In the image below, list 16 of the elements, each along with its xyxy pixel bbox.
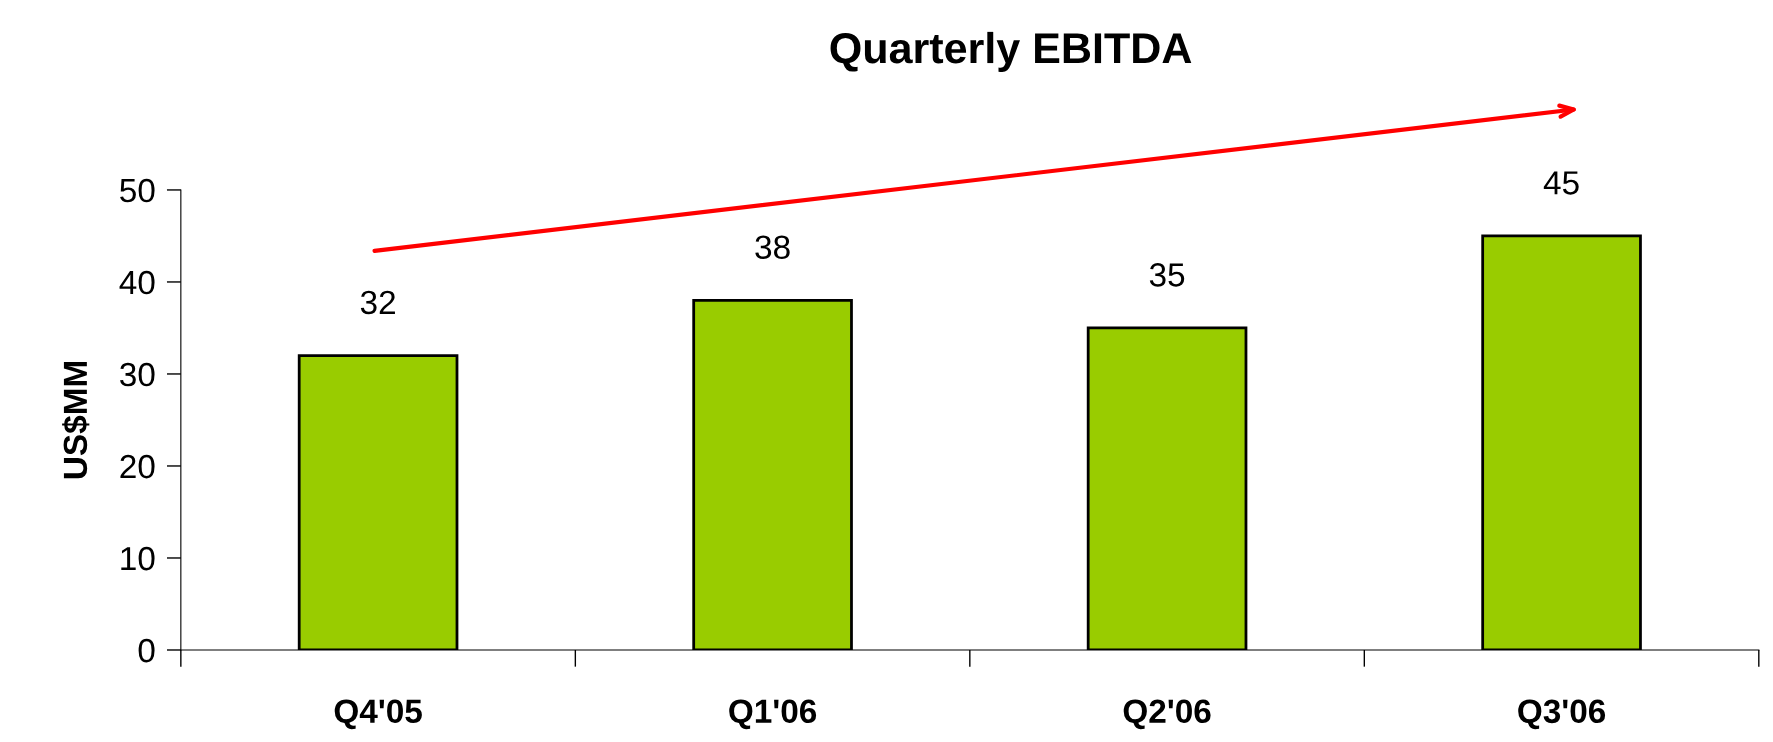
data-label: 38 (755, 235, 790, 260)
y-tick-label: 20 (120, 454, 155, 479)
x-tick-label: Q1'06 (729, 699, 817, 730)
x-tick-label: Q2'06 (1123, 699, 1211, 730)
y-tick-label: 0 (138, 638, 155, 663)
x-tick-label: Q4'05 (334, 699, 422, 730)
y-tick-label: 30 (120, 362, 155, 387)
chart-title: Quarterly EBITDA (830, 31, 1192, 73)
y-tick-label: 50 (120, 178, 155, 203)
x-tick-label: Q3'06 (1518, 699, 1606, 730)
y-tick-label: 40 (119, 270, 155, 295)
data-label: 45 (1543, 171, 1579, 195)
data-label: 32 (360, 290, 395, 315)
y-axis-title: US$MM (62, 362, 90, 479)
data-label: 35 (1149, 263, 1185, 287)
y-tick-label: 10 (121, 546, 155, 571)
